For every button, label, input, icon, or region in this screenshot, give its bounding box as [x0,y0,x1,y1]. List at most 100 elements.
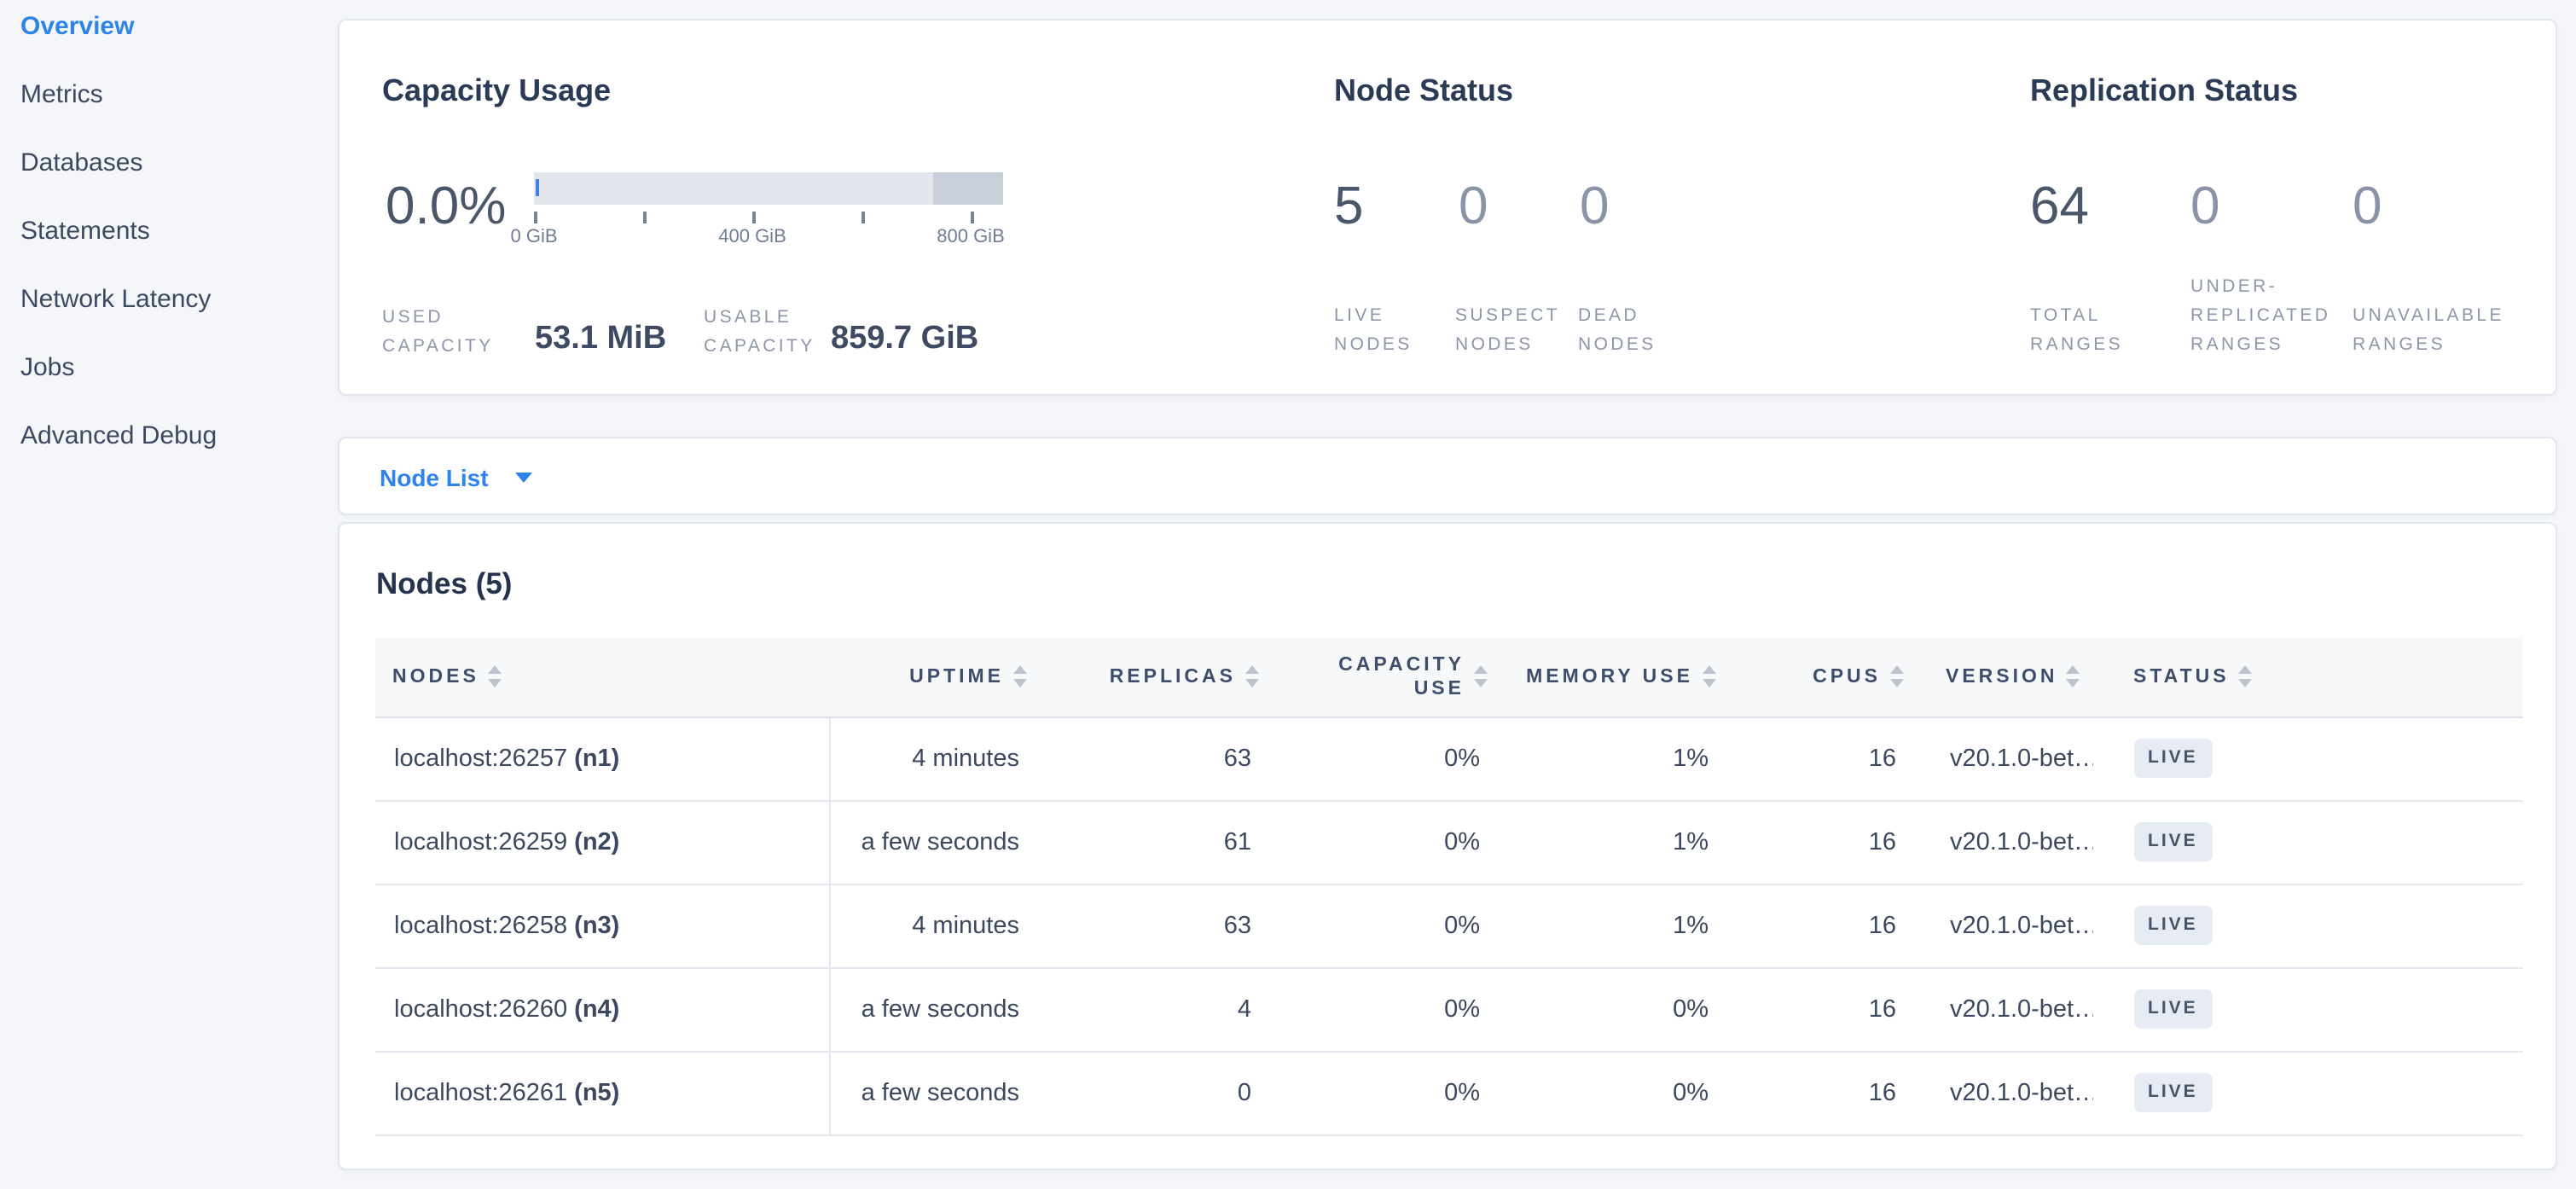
unavailable-ranges-label: UNAVAILABLE RANGES [2353,305,2504,355]
sort-icon [1012,665,1026,687]
node-address[interactable]: localhost:26260 [394,995,568,1023]
replicas-cell: 63 [1040,716,1272,801]
column-header-uptime[interactable]: UPTIME [830,637,1040,717]
cpus-cell: 16 [1729,800,1917,884]
version-cell: v20.1.0-bet… [1917,716,2092,801]
cpus-cell: 16 [1729,967,1917,1052]
node-address[interactable]: localhost:26257 [394,745,568,772]
sidebar-item-databases[interactable]: Databases [20,145,338,213]
sidebar-item-network-latency[interactable]: Network Latency [20,281,338,350]
used-capacity-label: USED CAPACITY [382,307,494,357]
capacity-usage-section: Capacity Usage 0.0% 0 GiB 400 GiB 800 Gi… [382,20,1331,394]
sidebar-item-metrics[interactable]: Metrics [20,77,338,145]
axis-tick-mark [534,212,537,223]
sidebar-nav-list: Overview Metrics Databases Statements Ne… [0,0,338,486]
axis-tick-mark [862,212,864,223]
node-list-dropdown[interactable]: Node List [380,438,533,517]
replicas-cell: 4 [1040,967,1272,1052]
column-header-memory-use[interactable]: MEMORY USE [1500,637,1729,717]
capacity-bar-other-segment [933,172,1003,205]
unavailable-ranges-value: 0 [2353,176,2382,235]
sidebar-item-label: Advanced Debug [20,421,218,450]
cpus-cell: 16 [1729,884,1917,968]
version-cell: v20.1.0-bet… [1917,884,2092,968]
column-header-version[interactable]: VERSION [1917,637,2092,717]
node-address[interactable]: localhost:26261 [394,1079,568,1106]
sort-icon [1244,665,1258,687]
column-header-status[interactable]: STATUS [2092,637,2523,717]
sidebar-item-label: Databases [20,148,143,177]
column-header-nodes[interactable]: NODES [374,637,830,717]
sidebar-item-statements[interactable]: Statements [20,213,338,281]
version-cell: v20.1.0-bet… [1917,1051,2092,1135]
node-id: (n3) [574,912,620,939]
replicas-cell: 0 [1040,1051,1272,1135]
sidebar-item-overview[interactable]: Overview [20,9,338,77]
memory-use-cell: 1% [1500,716,1729,801]
sidebar-item-label: Metrics [20,80,103,109]
node-status-section: Node Status 5 0 0 LIVE NODES SUSPECT NOD… [1334,20,2016,394]
version-cell: v20.1.0-bet… [1917,800,2092,884]
uptime-cell: a few seconds [830,800,1040,884]
replication-status-title: Replication Status [2030,73,2299,107]
table-row[interactable]: localhost:26259 (n2) a few seconds 61 0% … [374,800,2523,884]
under-replicated-ranges-label: UNDER- REPLICATED RANGES [2190,276,2331,355]
capacity-usage-title: Capacity Usage [382,73,612,107]
capacity-use-cell: 0% [1272,967,1500,1052]
suspect-nodes-label: SUSPECT NODES [1455,305,1560,355]
capacity-bar-track [534,172,1003,205]
column-header-replicas[interactable]: REPLICAS [1040,637,1272,717]
node-address[interactable]: localhost:26258 [394,912,568,939]
status-badge: LIVE [2133,989,2213,1029]
sort-icon [2066,665,2080,687]
capacity-percent-value: 0.0% [386,176,507,235]
table-row[interactable]: localhost:26258 (n3) 4 minutes 63 0% 1% 1… [374,884,2523,968]
sidebar-item-label: Jobs [20,353,75,382]
used-capacity-value: 53.1 MiB [535,321,667,357]
table-row[interactable]: localhost:26260 (n4) a few seconds 4 0% 0… [374,967,2523,1052]
usable-capacity-value: 859.7 GiB [831,321,979,357]
status-badge: LIVE [2133,1073,2213,1112]
node-id: (n2) [574,828,620,856]
nodes-table-heading: Nodes (5) [376,566,513,600]
sort-icon [1473,665,1487,687]
table-row[interactable]: localhost:26257 (n1) 4 minutes 63 0% 1% 1… [374,716,2523,801]
caret-down-icon [515,473,533,483]
sort-icon [2237,665,2252,687]
node-id: (n5) [574,1079,620,1106]
node-list-dropdown-label: Node List [380,464,489,491]
total-ranges-label: TOTAL RANGES [2030,305,2124,355]
memory-use-cell: 0% [1500,967,1729,1052]
capacity-use-cell: 0% [1272,1051,1500,1135]
sidebar-item-label: Network Latency [20,285,212,314]
memory-use-cell: 0% [1500,1051,1729,1135]
column-header-capacity-use[interactable]: CAPACITY USE [1272,637,1500,717]
uptime-cell: 4 minutes [830,716,1040,801]
cpus-cell: 16 [1729,1051,1917,1135]
table-row[interactable]: localhost:26261 (n5) a few seconds 0 0% 0… [374,1051,2523,1135]
memory-use-cell: 1% [1500,800,1729,884]
column-header-cpus[interactable]: CPUS [1729,637,1917,717]
live-nodes-value: 5 [1334,176,1364,235]
sidebar-item-label: Statements [20,217,150,246]
memory-use-cell: 1% [1500,884,1729,968]
total-ranges-value: 64 [2030,176,2089,235]
axis-tick-mark [752,212,755,223]
replication-status-section: Replication Status 64 0 0 TOTAL RANGES U… [2030,20,2542,394]
table-header-row: NODES UPTIME REPLICAS CAPACITY USE MEMORY [374,637,2523,717]
node-address[interactable]: localhost:26259 [394,828,568,856]
replicas-cell: 61 [1040,800,1272,884]
axis-tick-mark [971,212,973,223]
dead-nodes-label: DEAD NODES [1578,305,1656,355]
sidebar-item-jobs[interactable]: Jobs [20,350,338,418]
nodes-table-card: Nodes (5) NODES UPTIME REP [338,522,2557,1170]
axis-tick-mark [643,212,646,223]
capacity-use-cell: 0% [1272,716,1500,801]
sort-icon [487,665,502,687]
sidebar-item-advanced-debug[interactable]: Advanced Debug [20,418,338,486]
sort-icon [1702,665,1715,687]
suspect-nodes-value: 0 [1459,176,1488,235]
uptime-cell: a few seconds [830,967,1040,1052]
